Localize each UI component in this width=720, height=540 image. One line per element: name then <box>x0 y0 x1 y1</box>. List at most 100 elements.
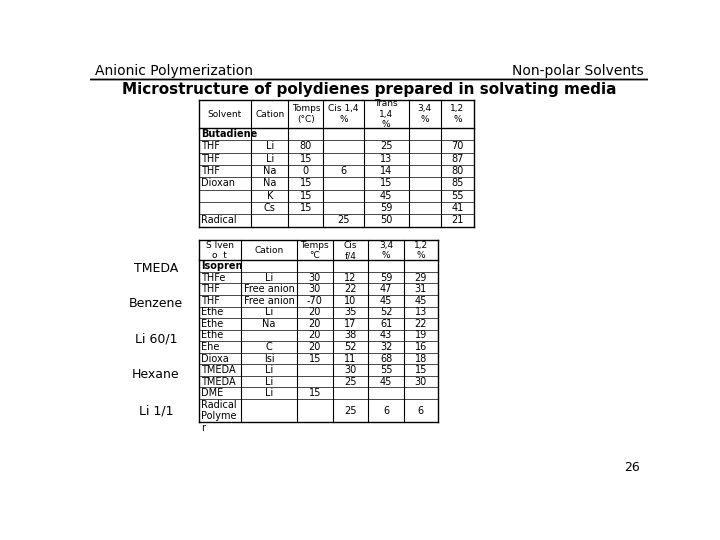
Text: 15: 15 <box>300 178 312 188</box>
Text: Li: Li <box>265 388 273 398</box>
Text: Temps
°C: Temps °C <box>300 241 329 260</box>
Text: 45: 45 <box>380 377 392 387</box>
Text: 15: 15 <box>300 203 312 213</box>
Text: C: C <box>266 342 272 352</box>
Text: 45: 45 <box>380 296 392 306</box>
Text: S lven
o  t: S lven o t <box>206 241 234 260</box>
Text: 38: 38 <box>344 330 356 340</box>
Text: 15: 15 <box>309 388 321 398</box>
Text: THF: THF <box>201 141 220 151</box>
Text: 22: 22 <box>344 284 356 294</box>
Text: 11: 11 <box>344 354 356 363</box>
Text: Na: Na <box>262 319 276 329</box>
Text: 25: 25 <box>344 406 356 416</box>
Text: 80: 80 <box>300 141 312 151</box>
Text: 52: 52 <box>380 307 392 318</box>
Text: Na: Na <box>263 166 276 176</box>
Text: Li: Li <box>265 365 273 375</box>
Text: 59: 59 <box>380 273 392 283</box>
Text: THF: THF <box>201 154 220 164</box>
Text: 87: 87 <box>451 154 464 164</box>
Text: 14: 14 <box>380 166 392 176</box>
Text: 15: 15 <box>309 354 321 363</box>
Text: 70: 70 <box>451 141 464 151</box>
Text: 25: 25 <box>337 215 350 225</box>
Text: 18: 18 <box>415 354 427 363</box>
Text: Cis 1,4
%: Cis 1,4 % <box>328 104 359 124</box>
Text: Dioxan: Dioxan <box>201 178 235 188</box>
Text: Non-polar Solvents: Non-polar Solvents <box>512 64 644 78</box>
Text: THF: THF <box>201 296 220 306</box>
Text: 25: 25 <box>380 141 392 151</box>
Text: 68: 68 <box>380 354 392 363</box>
Text: Li 60/1: Li 60/1 <box>135 333 177 346</box>
Text: Li: Li <box>266 154 274 164</box>
Text: 41: 41 <box>451 203 464 213</box>
Text: Ethe: Ethe <box>201 307 223 318</box>
Text: 20: 20 <box>309 330 321 340</box>
Text: K: K <box>266 191 273 201</box>
Text: Na: Na <box>263 178 276 188</box>
Text: Ethe: Ethe <box>201 330 223 340</box>
Text: 30: 30 <box>309 273 321 283</box>
Text: 85: 85 <box>451 178 464 188</box>
Text: 15: 15 <box>380 178 392 188</box>
Text: Dioxa: Dioxa <box>201 354 228 363</box>
Text: Li 1/1: Li 1/1 <box>139 404 173 417</box>
Text: 19: 19 <box>415 330 427 340</box>
Text: 47: 47 <box>380 284 392 294</box>
Text: 6: 6 <box>341 166 346 176</box>
Text: 55: 55 <box>380 365 392 375</box>
Text: Radical: Radical <box>201 215 236 225</box>
Text: Ehe: Ehe <box>201 342 219 352</box>
Text: -70: -70 <box>307 296 323 306</box>
Text: 29: 29 <box>415 273 427 283</box>
Text: 45: 45 <box>380 191 392 201</box>
Text: Butadiene: Butadiene <box>201 129 257 139</box>
Text: 50: 50 <box>380 215 392 225</box>
Text: 20: 20 <box>309 319 321 329</box>
Text: 55: 55 <box>451 191 464 201</box>
Text: Free anion: Free anion <box>243 296 294 306</box>
Text: r: r <box>201 423 204 433</box>
Text: THFe: THFe <box>201 273 225 283</box>
Text: 1,2
%: 1,2 % <box>450 104 464 124</box>
Text: Li: Li <box>265 377 273 387</box>
Text: 15: 15 <box>415 365 427 375</box>
Text: 1,2
%: 1,2 % <box>414 241 428 260</box>
Text: Trans
1,4
%: Trans 1,4 % <box>374 99 398 129</box>
Text: 3,4
%: 3,4 % <box>418 104 432 124</box>
Text: Li: Li <box>265 307 273 318</box>
Text: 0: 0 <box>303 166 309 176</box>
Text: 13: 13 <box>415 307 427 318</box>
Text: 30: 30 <box>344 365 356 375</box>
Text: 45: 45 <box>415 296 427 306</box>
Text: THF: THF <box>201 166 220 176</box>
Text: 35: 35 <box>344 307 356 318</box>
Text: 80: 80 <box>451 166 464 176</box>
Text: 20: 20 <box>309 342 321 352</box>
Text: 13: 13 <box>380 154 392 164</box>
Text: 15: 15 <box>300 191 312 201</box>
Text: Cation: Cation <box>254 246 284 255</box>
Text: Benzene: Benzene <box>129 297 183 310</box>
Text: 12: 12 <box>344 273 356 283</box>
Text: 6: 6 <box>383 406 389 416</box>
Text: 17: 17 <box>344 319 356 329</box>
Text: 15: 15 <box>300 154 312 164</box>
Text: 25: 25 <box>344 377 356 387</box>
Text: TMEDA: TMEDA <box>201 365 235 375</box>
Text: Microstructure of polydienes prepared in solvating media: Microstructure of polydienes prepared in… <box>122 82 616 97</box>
Text: Anionic Polymerization: Anionic Polymerization <box>94 64 253 78</box>
Text: Li: Li <box>265 273 273 283</box>
Text: 16: 16 <box>415 342 427 352</box>
Text: TMEDA: TMEDA <box>201 377 235 387</box>
Text: 52: 52 <box>344 342 356 352</box>
Text: 31: 31 <box>415 284 427 294</box>
Text: 43: 43 <box>380 330 392 340</box>
Text: Ethe: Ethe <box>201 319 223 329</box>
Text: Hexane: Hexane <box>132 368 180 381</box>
Text: 6: 6 <box>418 406 424 416</box>
Text: 3,4
%: 3,4 % <box>379 241 393 260</box>
Text: Isopren: Isopren <box>201 261 243 271</box>
